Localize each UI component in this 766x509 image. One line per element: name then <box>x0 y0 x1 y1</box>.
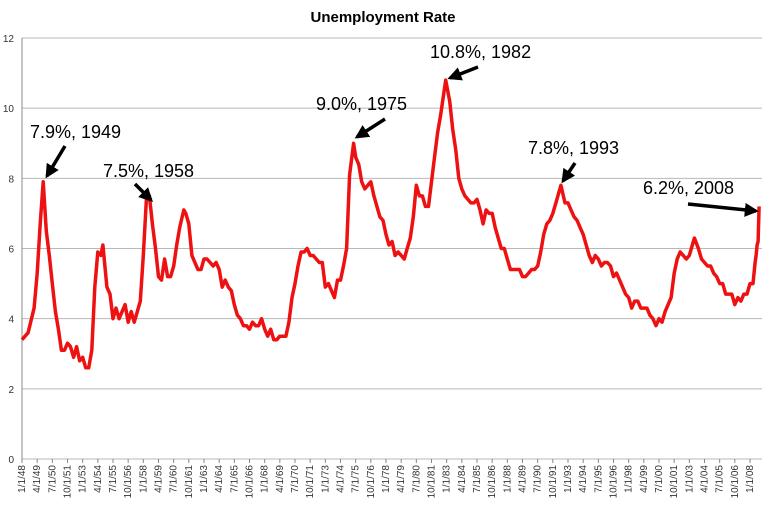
chart-title: Unemployment Rate <box>310 9 455 26</box>
x-tick-label: 4/1/49 <box>32 465 43 493</box>
x-tick-label: 10/1/76 <box>366 465 377 499</box>
data-line <box>20 78 761 370</box>
y-tick-label: 0 <box>8 455 14 466</box>
x-tick-label: 4/1/59 <box>154 465 165 493</box>
x-tick-label: 1/1/03 <box>684 465 695 493</box>
x-tick-label: 10/1/56 <box>123 465 134 499</box>
annotation: 10.8%, 1982 <box>430 42 531 62</box>
x-tick-label: 4/1/99 <box>639 465 650 493</box>
x-tick-label: 4/1/94 <box>578 465 589 493</box>
x-tick-label: 1/1/88 <box>502 465 513 493</box>
x-tick-label: 7/1/85 <box>472 465 483 493</box>
x-tick-label: 1/1/98 <box>624 465 635 493</box>
x-tick-label: 1/1/93 <box>563 465 574 493</box>
x-tick-label: 10/1/81 <box>427 465 438 499</box>
x-tick-label: 1/1/08 <box>745 465 756 493</box>
x-tick-label: 7/1/80 <box>411 465 422 493</box>
x-tick-label: 1/1/48 <box>17 465 28 493</box>
x-tick-label: 1/1/73 <box>320 465 331 493</box>
y-tick-label: 6 <box>8 245 14 256</box>
x-tick-label: 7/1/70 <box>290 465 301 493</box>
x-tick-label: 1/1/83 <box>442 465 453 493</box>
x-tick-label: 10/1/06 <box>730 465 741 499</box>
x-tick-label: 7/1/75 <box>351 465 362 493</box>
x-tick-label: 4/1/04 <box>700 465 711 493</box>
x-tick-label: 10/1/66 <box>245 465 256 499</box>
x-tick-label: 4/1/74 <box>336 465 347 493</box>
annotation-arrow <box>354 117 386 139</box>
x-tick-label: 4/1/84 <box>457 465 468 493</box>
x-tick-label: 4/1/69 <box>275 465 286 493</box>
y-tick-label: 10 <box>3 104 15 115</box>
annotation: 7.5%, 1958 <box>103 161 194 181</box>
annotation-arrow <box>133 182 153 202</box>
annotation: 6.2%, 2008 <box>643 178 734 198</box>
x-tick-label: 1/1/53 <box>78 465 89 493</box>
x-tick-label: 10/1/01 <box>669 465 680 499</box>
y-tick-label: 2 <box>8 385 14 396</box>
x-tick-label: 10/1/91 <box>548 465 559 499</box>
x-tick-label: 10/1/61 <box>184 465 195 499</box>
x-tick-label: 10/1/86 <box>487 465 498 499</box>
x-tick-label: 1/1/58 <box>138 465 149 493</box>
x-tick-label: 7/1/95 <box>593 465 604 493</box>
y-tick-label: 12 <box>3 34 15 45</box>
annotation: 7.8%, 1993 <box>528 138 619 158</box>
x-tick-label: 4/1/79 <box>396 465 407 493</box>
x-tick-label: 7/1/60 <box>169 465 180 493</box>
x-tick-label: 10/1/71 <box>305 465 316 499</box>
x-tick-label: 4/1/64 <box>214 465 225 493</box>
annotation-arrow <box>561 162 577 184</box>
x-tick-label: 10/1/51 <box>63 465 74 499</box>
x-tick-label: 4/1/54 <box>93 465 104 493</box>
y-tick-label: 4 <box>8 315 14 326</box>
x-tick-label: 10/1/96 <box>609 465 620 499</box>
x-tick-label: 7/1/55 <box>108 465 119 493</box>
annotation: 9.0%, 1975 <box>316 94 407 114</box>
annotation: 7.9%, 1949 <box>30 122 121 142</box>
x-tick-label: 1/1/63 <box>199 465 210 493</box>
x-tick-label: 7/1/65 <box>229 465 240 493</box>
annotation-arrow <box>687 202 759 217</box>
x-tick-label: 7/1/00 <box>654 465 665 493</box>
x-tick-label: 7/1/05 <box>715 465 726 493</box>
x-tick-label: 1/1/78 <box>381 465 392 493</box>
annotation-arrow <box>45 145 67 179</box>
annotation-arrow <box>447 65 479 81</box>
x-tick-label: 7/1/90 <box>533 465 544 493</box>
x-tick-label: 1/1/68 <box>260 465 271 493</box>
x-tick-label: 4/1/89 <box>518 465 529 493</box>
x-tick-label: 7/1/50 <box>47 465 58 493</box>
y-tick-label: 8 <box>8 174 14 185</box>
